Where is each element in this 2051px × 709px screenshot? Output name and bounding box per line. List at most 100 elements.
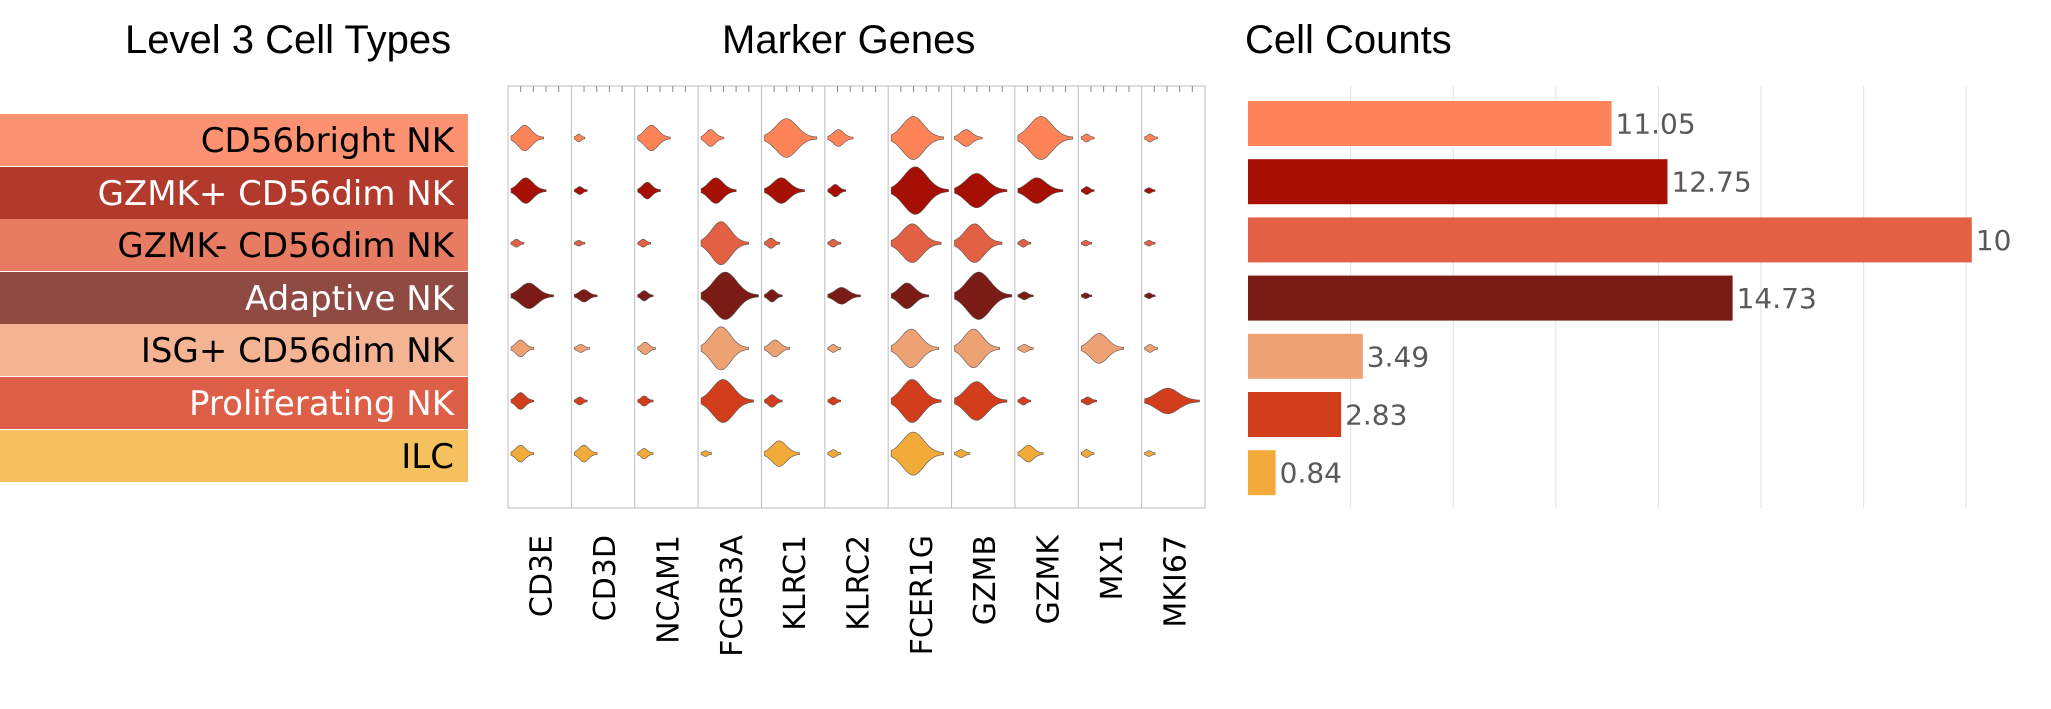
- violin-MKI67: [1144, 450, 1156, 457]
- violin-KLRC2: [827, 238, 842, 248]
- violin-KLRC1: [764, 339, 790, 358]
- violin-NCAM1: [637, 238, 651, 248]
- gene-label: CD3E: [525, 535, 560, 617]
- cell-types-title: Level 3 Cell Types: [125, 18, 452, 62]
- violin-FCGR3A: [700, 271, 759, 320]
- gene-label: KLRC1: [778, 535, 813, 631]
- gene-label: MX1: [1095, 535, 1130, 601]
- cell-type-label-text: ISG+ CD56dim NK: [140, 331, 454, 372]
- cell-type-label-text: CD56bright NK: [200, 121, 454, 161]
- violin-FCGR3A: [700, 221, 749, 266]
- gene-label: GZMK: [1032, 534, 1067, 625]
- gene-label: MKI67: [1158, 535, 1193, 628]
- violin-FCGR3A: [700, 450, 712, 457]
- violin-MX1: [1080, 396, 1097, 406]
- bar-value-label: 11.05: [1616, 108, 1696, 141]
- violin-FCER1G: [890, 379, 942, 423]
- violin-KLRC1: [764, 237, 781, 249]
- bar-GZMK- CD56dim NK: [1248, 217, 1972, 263]
- violin-FCGR3A: [700, 177, 737, 204]
- violin-CD3D: [574, 344, 591, 353]
- violin-KLRC2: [827, 449, 842, 458]
- violin-MKI67: [1144, 133, 1158, 143]
- violin-CD3D: [574, 444, 598, 463]
- violin-KLRC1: [764, 177, 805, 204]
- bar-ILC: [1248, 450, 1276, 496]
- cell-type-label: ISG+ CD56dim NK: [0, 324, 468, 377]
- violin-KLRC2: [827, 287, 861, 305]
- violin-NCAM1: [637, 395, 654, 407]
- gene-label: CD3D: [588, 535, 623, 621]
- violin-KLRC2: [827, 184, 846, 198]
- violin-MX1: [1080, 449, 1095, 458]
- violin-CD3D: [574, 133, 586, 143]
- gene-label: FCER1G: [905, 535, 940, 655]
- violin-CD3E: [510, 124, 544, 152]
- violin-GZMB: [954, 381, 1008, 421]
- violin-NCAM1: [637, 290, 654, 302]
- cell-type-label-text: Adaptive NK: [244, 278, 454, 319]
- cell-type-label: Adaptive NK: [0, 271, 468, 324]
- violin-CD3E: [510, 238, 525, 248]
- violin-CD3D: [574, 396, 588, 406]
- violin-GZMK: [1017, 238, 1032, 248]
- violin-MKI67: [1144, 240, 1156, 247]
- bar-Adaptive NK: [1248, 275, 1733, 321]
- violin-GZMK: [1017, 444, 1044, 463]
- cell-type-label: GZMK+ CD56dim NK: [0, 166, 468, 219]
- violin-GZMB: [954, 449, 971, 458]
- cell-type-label: CD56bright NK: [0, 114, 468, 166]
- violin-FCER1G: [890, 116, 944, 160]
- violin-GZMK: [1017, 291, 1034, 301]
- violin-MX1: [1080, 333, 1125, 364]
- gene-label: KLRC2: [842, 535, 877, 631]
- violin-NCAM1: [637, 341, 656, 355]
- bar-value-label: 3.49: [1367, 340, 1429, 373]
- bar-ISG+ CD56dim NK: [1248, 333, 1363, 379]
- violin-CD3E: [510, 339, 535, 358]
- gene-label: FCGR3A: [715, 535, 750, 657]
- gene-label: NCAM1: [651, 535, 686, 644]
- violin-GZMK: [1017, 396, 1032, 406]
- cell-type-label-text: Proliferating NK: [189, 384, 454, 424]
- violin-GZMK: [1017, 116, 1074, 160]
- violin-MKI67: [1144, 387, 1200, 415]
- violin-CD3D: [574, 289, 598, 303]
- violin-KLRC1: [764, 289, 783, 303]
- violin-FCER1G: [890, 223, 942, 263]
- violin-KLRC2: [827, 396, 842, 406]
- violin-FCER1G: [890, 328, 939, 369]
- violin-CD3D: [574, 240, 586, 247]
- bar-value-label: 10: [1976, 224, 2012, 257]
- bar-value-label: 12.75: [1671, 166, 1751, 199]
- bar-CD56bright NK: [1248, 101, 1612, 146]
- violin-MX1: [1080, 186, 1095, 195]
- bar-value-label: 14.73: [1737, 282, 1817, 315]
- violin-FCGR3A: [700, 379, 754, 423]
- violin-CD3D: [574, 186, 588, 195]
- bar-Proliferating NK: [1248, 392, 1342, 437]
- violin-GZMB: [954, 223, 1003, 263]
- violin-CD3E: [510, 392, 535, 410]
- violin-KLRC1: [764, 394, 783, 408]
- violin-GZMB: [954, 129, 983, 147]
- violin-GZMB: [954, 271, 1013, 320]
- violin-NCAM1: [637, 181, 661, 200]
- cell-type-label: Proliferating NK: [0, 377, 468, 429]
- cell-type-label-text: GZMK- CD56dim NK: [117, 226, 454, 267]
- violin-FCER1G: [890, 431, 944, 476]
- cell-type-label-text: GZMK+ CD56dim NK: [97, 173, 454, 214]
- violin-KLRC2: [827, 344, 842, 353]
- violin-MX1: [1080, 240, 1092, 247]
- violin-GZMK: [1017, 177, 1064, 204]
- violin-GZMK: [1017, 344, 1034, 353]
- violin-FCER1G: [890, 282, 930, 309]
- cell-type-label: GZMK- CD56dim NK: [0, 219, 468, 272]
- violin-GZMB: [954, 328, 1000, 369]
- violin-MKI67: [1144, 292, 1156, 299]
- bar-value-label: 0.84: [1280, 457, 1342, 490]
- violin-KLRC2: [827, 129, 854, 147]
- violin-KLRC1: [764, 118, 818, 158]
- cell-type-label: ILC: [0, 429, 468, 482]
